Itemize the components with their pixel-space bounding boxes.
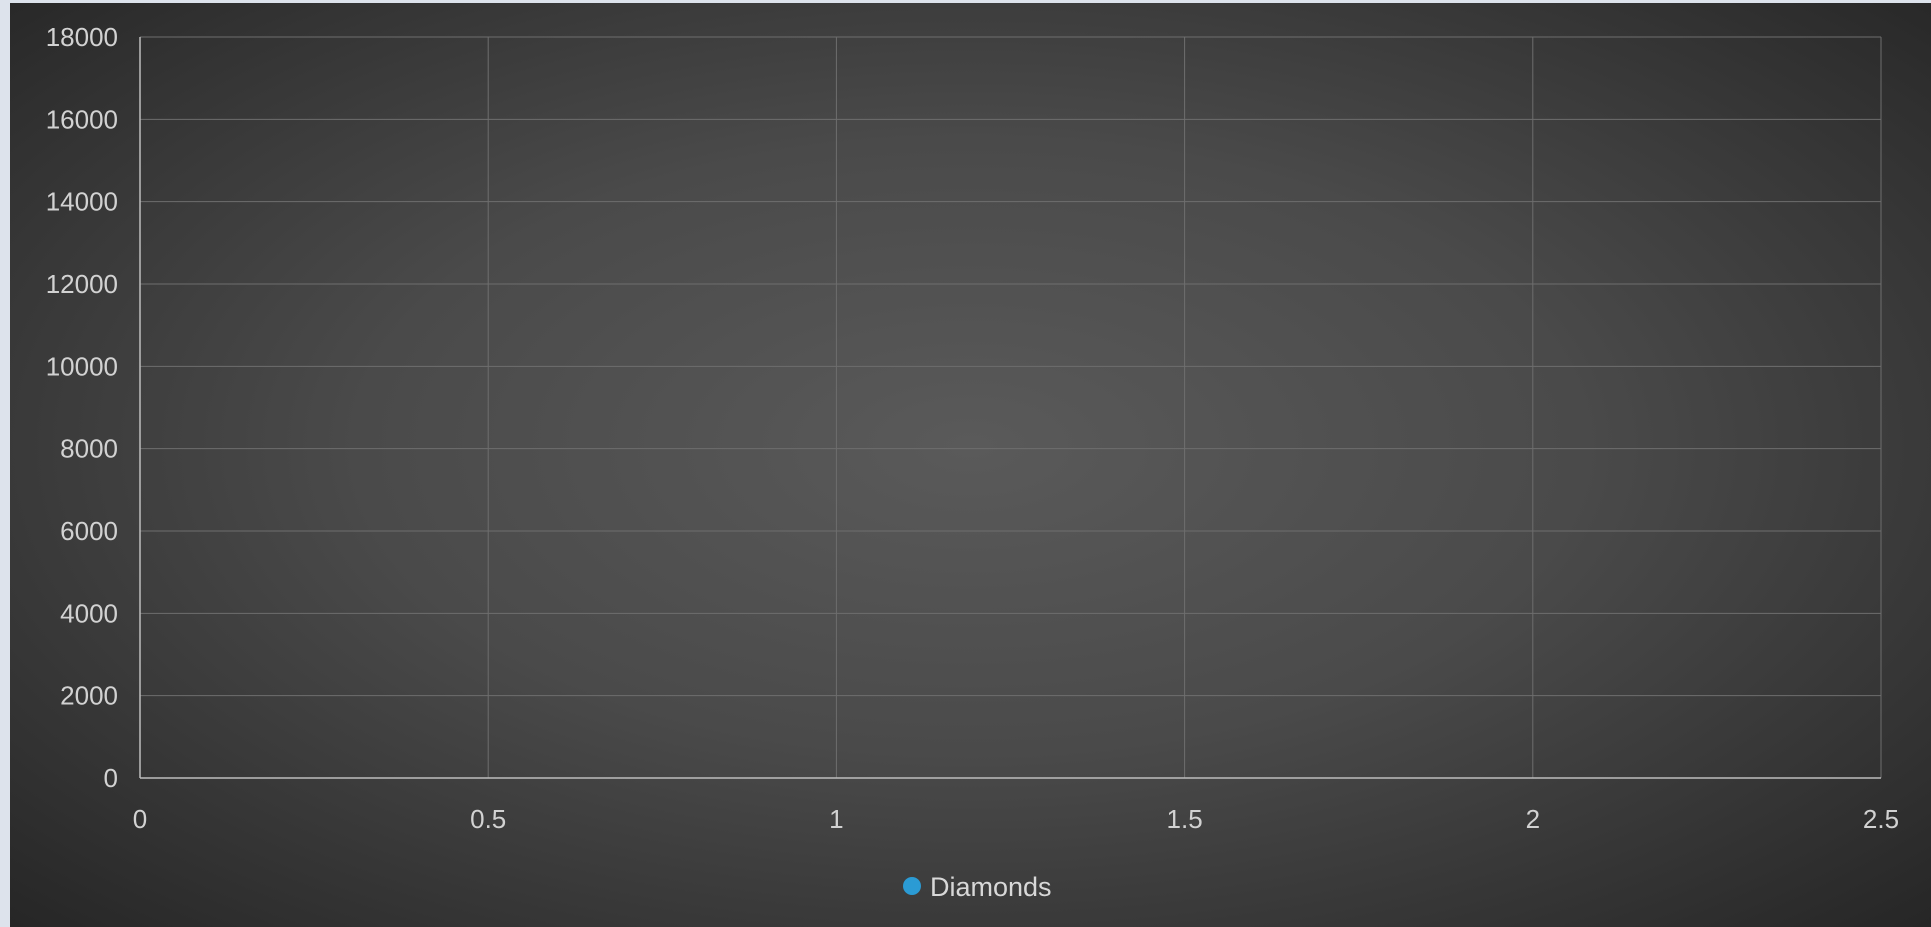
y-axis-ticks: 0 2000 4000 6000 8000 10000 12000 14000 16000 180… — [46, 22, 118, 793]
legend[interactable]: Diamonds — [903, 872, 1052, 902]
y-tick-label: 0 — [104, 763, 118, 793]
scatter-chart: 0 2000 4000 6000 8000 10000 12000 14000 16000 180… — [46, 22, 1899, 902]
chart-panel: 0 2000 4000 6000 8000 10000 12000 14000 16000 180… — [10, 3, 1931, 927]
y-tick-label: 18000 — [46, 22, 118, 52]
y-tick-label: 16000 — [46, 104, 118, 134]
y-tick-label: 10000 — [46, 351, 118, 381]
y-tick-label: 2000 — [60, 681, 118, 711]
y-tick-label: 4000 — [60, 598, 118, 628]
y-tick-label: 14000 — [46, 187, 118, 217]
y-tick-label: 12000 — [46, 269, 118, 299]
y-tick-label: 6000 — [60, 516, 118, 546]
x-tick-label: 1.5 — [1167, 804, 1203, 834]
x-axis-ticks: 0 0.5 1 1.5 2 2.5 — [133, 804, 1899, 834]
x-tick-label: 0 — [133, 804, 147, 834]
gridlines — [140, 36, 1882, 778]
x-tick-label: 0.5 — [470, 804, 506, 834]
y-tick-label: 8000 — [60, 434, 118, 464]
axes — [139, 37, 1881, 779]
legend-label: Diamonds — [930, 872, 1052, 902]
x-tick-label: 2.5 — [1863, 804, 1899, 834]
x-tick-label: 1 — [829, 804, 843, 834]
x-tick-label: 2 — [1526, 804, 1540, 834]
legend-marker-icon — [903, 877, 921, 895]
